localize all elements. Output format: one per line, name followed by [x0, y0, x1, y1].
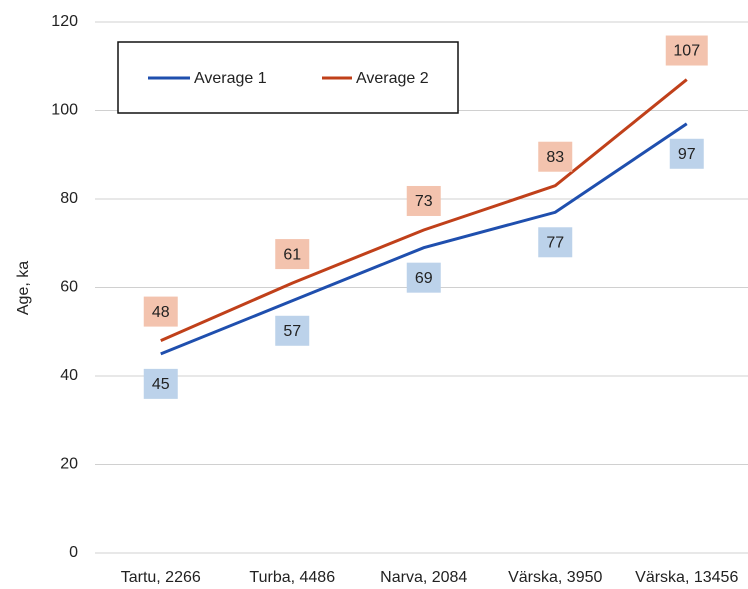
data-label-box	[406, 262, 441, 293]
x-tick-label: Tartu, 2266	[121, 569, 201, 586]
y-tick-label: 80	[60, 190, 78, 207]
data-label: 61	[283, 246, 301, 263]
data-label: 73	[415, 193, 433, 210]
data-label: 69	[415, 270, 433, 287]
x-tick-label: Värska, 3950	[508, 569, 602, 586]
data-label-box	[143, 368, 178, 399]
x-tick-label: Turba, 4486	[249, 569, 335, 586]
data-label-box	[275, 239, 310, 270]
y-tick-label: 40	[60, 367, 78, 384]
y-tick-label: 20	[60, 456, 78, 473]
data-label-box	[406, 185, 441, 216]
series-line	[160, 122, 688, 356]
data-label-box	[275, 315, 310, 346]
data-label: 83	[546, 149, 564, 166]
data-label: 77	[546, 234, 564, 251]
data-label-box	[538, 141, 573, 172]
legend-label: Average 1	[194, 70, 267, 87]
data-label-box	[669, 138, 704, 169]
y-tick-label: 120	[51, 13, 78, 30]
data-label-box	[665, 35, 708, 66]
x-tick-label: Värska, 13456	[635, 569, 738, 586]
data-label: 48	[152, 304, 170, 321]
data-label: 57	[283, 323, 301, 340]
x-tick-label: Narva, 2084	[380, 569, 467, 586]
data-label: 97	[678, 146, 696, 163]
data-label-box	[143, 296, 178, 327]
data-label: 107	[673, 43, 700, 60]
y-tick-label: 100	[51, 102, 78, 119]
y-tick-label: 60	[60, 279, 78, 296]
y-tick-label: 0	[69, 544, 78, 561]
data-label: 45	[152, 376, 170, 393]
data-label-box	[538, 227, 573, 258]
series-line	[160, 78, 688, 342]
legend-label: Average 2	[356, 70, 429, 87]
y-axis-label: Age, ka	[15, 261, 32, 315]
